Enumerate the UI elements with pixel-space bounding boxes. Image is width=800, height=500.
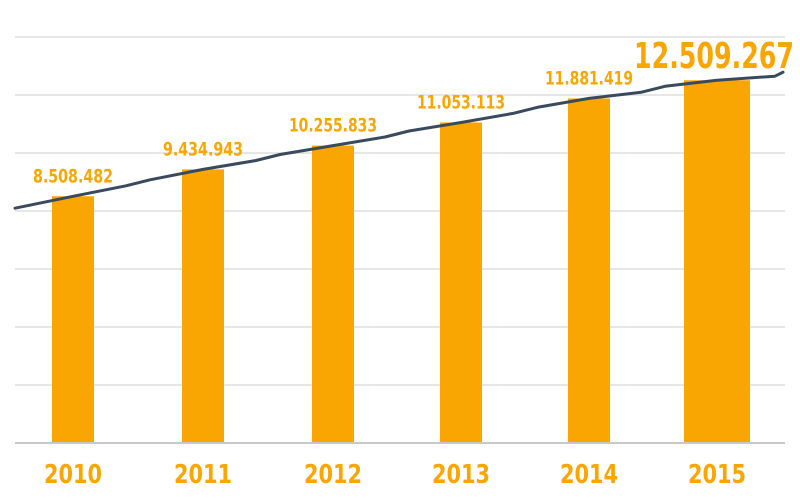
category-label-2015: 2015 <box>688 460 746 490</box>
category-label-2012: 2012 <box>304 460 362 490</box>
value-label-2010: 8.508.482 <box>33 165 113 187</box>
value-label-2013: 11.053.113 <box>417 91 505 113</box>
category-label-2011: 2011 <box>174 460 232 490</box>
value-label-2011: 9.434.943 <box>163 138 243 160</box>
category-label-2013: 2013 <box>432 460 490 490</box>
value-label-2015: 12.509.267 <box>634 36 794 77</box>
bars <box>52 80 750 444</box>
category-label-2010: 2010 <box>44 460 102 490</box>
category-label-2014: 2014 <box>560 460 618 490</box>
value-label-2014: 11.881.419 <box>545 67 633 89</box>
bar-2011 <box>182 169 224 443</box>
trend-line <box>13 70 785 210</box>
value-label-2012: 10.255.833 <box>289 115 377 137</box>
bar-2012 <box>312 145 354 443</box>
value-labels: 8.508.482 9.434.943 10.255.833 11.053.113 11… <box>33 36 794 187</box>
grid-lines <box>15 36 785 386</box>
bar-2013 <box>440 122 482 444</box>
bar-2015 <box>684 80 750 443</box>
category-labels: 2010 2011 2012 2013 2014 2015 <box>44 460 746 490</box>
bar-2010 <box>52 196 94 443</box>
bar-2014 <box>568 98 610 444</box>
